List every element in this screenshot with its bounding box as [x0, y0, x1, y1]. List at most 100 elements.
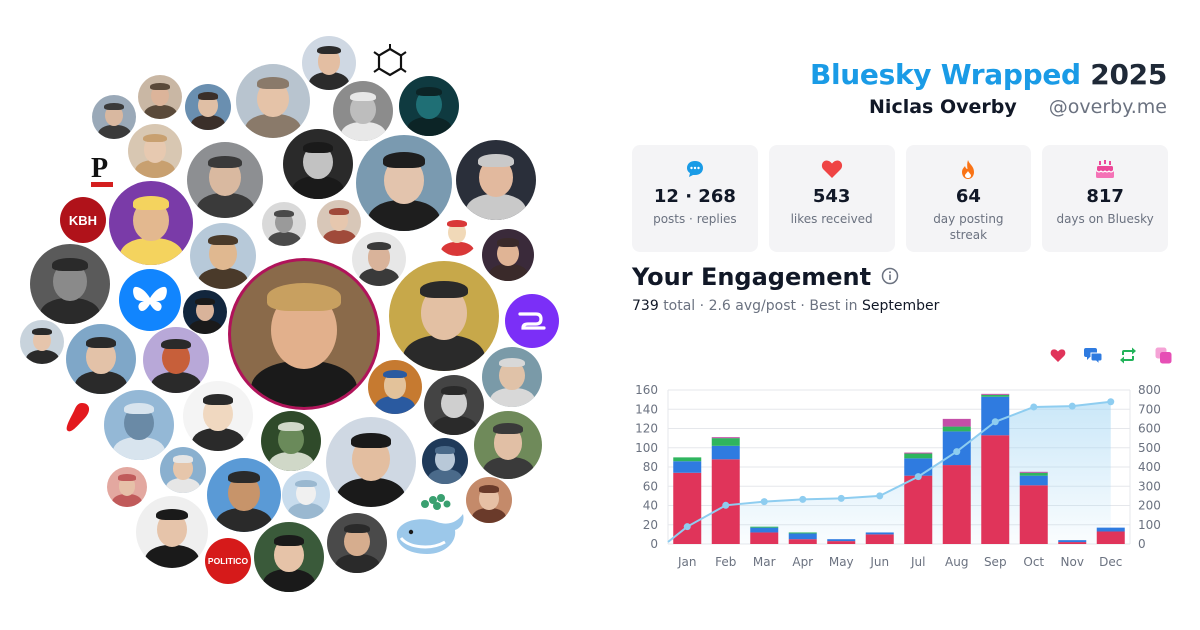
follower-avatar[interactable]	[187, 142, 263, 218]
follower-avatar[interactable]	[160, 447, 206, 493]
svg-text:P: P	[91, 153, 108, 184]
follower-avatar[interactable]	[138, 75, 182, 119]
y-tick-label-right: 0	[1138, 537, 1146, 551]
follower-avatar[interactable]	[20, 320, 64, 364]
likes-bar	[673, 472, 702, 544]
follower-avatar[interactable]	[92, 95, 136, 139]
best-month: September	[862, 298, 940, 314]
follower-avatar[interactable]	[104, 390, 174, 460]
reposts-legend-icon[interactable]	[1119, 346, 1137, 364]
follower-avatar[interactable]	[422, 438, 468, 484]
follower-avatar[interactable]	[333, 81, 393, 141]
follower-avatar[interactable]	[282, 471, 330, 519]
replies-bar	[865, 532, 894, 535]
y-tick-label-right: 300	[1138, 479, 1161, 493]
avg-value: 2.6 avg/post	[708, 298, 796, 314]
follower-avatar[interactable]	[352, 232, 406, 286]
follower-avatar[interactable]	[136, 496, 208, 568]
follower-avatar[interactable]	[185, 84, 231, 130]
reposts-bar	[788, 532, 817, 534]
follower-avatar-cloud: KBH P POLITICO	[20, 36, 559, 592]
link-logo-icon[interactable]	[505, 294, 559, 348]
follower-avatar[interactable]	[183, 290, 227, 334]
y-tick-label-left: 20	[643, 518, 658, 532]
follower-avatar[interactable]	[183, 381, 253, 451]
follower-avatar[interactable]	[236, 64, 310, 138]
follower-avatar[interactable]	[435, 212, 479, 256]
follower-avatar[interactable]	[262, 202, 306, 246]
replies-legend-icon[interactable]	[1084, 346, 1102, 364]
x-tick-label: Jul	[910, 555, 925, 569]
follower-avatar[interactable]	[482, 229, 534, 281]
follower-avatar[interactable]	[399, 76, 459, 136]
heart-icon	[769, 158, 895, 180]
reposts-bar	[981, 394, 1010, 397]
follower-avatar[interactable]	[456, 140, 536, 220]
likes-legend-icon[interactable]	[1049, 346, 1067, 364]
reposts-bar	[1019, 472, 1048, 476]
follower-avatar[interactable]	[482, 347, 542, 407]
follower-avatar[interactable]	[424, 375, 484, 435]
follower-avatar[interactable]	[207, 458, 281, 532]
likes-bar	[827, 541, 856, 544]
cumulative-point	[953, 448, 961, 456]
stat-value: 64	[955, 186, 981, 207]
follower-avatar[interactable]	[466, 477, 512, 523]
follower-avatar[interactable]	[143, 327, 209, 393]
follower-avatar[interactable]	[66, 324, 136, 394]
y-tick-label-left: 40	[643, 499, 658, 513]
follower-avatar[interactable]	[326, 417, 416, 507]
follower-avatar[interactable]	[356, 135, 452, 231]
x-tick-label: Nov	[1061, 555, 1084, 569]
follower-avatar[interactable]	[128, 124, 182, 178]
quotes-bar	[981, 393, 1010, 395]
follower-avatar[interactable]	[283, 129, 353, 199]
follower-avatar[interactable]	[368, 360, 422, 414]
follower-avatar[interactable]	[107, 467, 147, 507]
quotes-bar	[1019, 471, 1048, 473]
engagement-chart: 0 20 40 60 80 100 120 140 160 0 100 200 300 400 500 600…	[635, 383, 1161, 569]
year-label: 2025	[1090, 58, 1167, 91]
replies-bar	[1096, 527, 1125, 532]
info-icon[interactable]	[881, 263, 899, 291]
follower-avatar[interactable]	[317, 200, 361, 244]
follower-avatar[interactable]	[109, 181, 193, 265]
follower-avatar[interactable]	[302, 36, 356, 90]
stat-value: 817	[1086, 186, 1124, 207]
follower-avatar[interactable]	[261, 411, 321, 471]
follower-avatar[interactable]	[389, 261, 499, 371]
y-tick-label-right: 200	[1138, 499, 1161, 513]
quotes-legend-icon[interactable]	[1154, 346, 1172, 364]
follower-avatar[interactable]	[190, 223, 256, 289]
replies-bar	[1058, 540, 1087, 543]
y-tick-label-left: 160	[635, 383, 658, 397]
display-name: Niclas Overby	[869, 96, 1017, 118]
stat-label: likes received	[790, 212, 873, 226]
butterfly-logo-icon[interactable]	[119, 269, 181, 331]
y-tick-label-left: 120	[635, 422, 658, 436]
y-tick-label-left: 60	[643, 479, 658, 493]
follower-avatar[interactable]	[254, 522, 324, 592]
replies-bar	[904, 458, 933, 476]
y-tick-label-left: 0	[650, 537, 658, 551]
stat-card-posts: 12 · 268 posts · replies	[632, 145, 758, 252]
page-title: Bluesky Wrapped 2025	[810, 58, 1167, 91]
hexagon-logo-icon[interactable]	[371, 43, 409, 81]
follower-avatar[interactable]	[327, 513, 387, 573]
follower-avatar[interactable]	[474, 411, 542, 479]
x-tick-label: Dec	[1099, 555, 1122, 569]
p-logo-icon[interactable]: P	[86, 150, 118, 190]
replies-bar	[673, 461, 702, 473]
reposts-bar	[673, 457, 702, 462]
total-label: total	[663, 298, 696, 314]
kbh-logo-icon[interactable]: KBH	[60, 197, 106, 243]
stat-value: 543	[812, 186, 851, 207]
whale-logo-icon[interactable]	[390, 490, 470, 566]
red-swoosh-icon[interactable]	[62, 400, 96, 436]
stat-card-likes: 543 likes received	[768, 145, 895, 252]
follower-avatar[interactable]	[30, 244, 110, 324]
engagement-summary: 739 total · 2.6 avg/post · Best in Septe…	[632, 298, 940, 314]
politico-logo-icon[interactable]: POLITICO	[205, 538, 251, 584]
stat-label: posts · replies	[653, 212, 737, 226]
x-tick-label: Aug	[945, 555, 968, 569]
